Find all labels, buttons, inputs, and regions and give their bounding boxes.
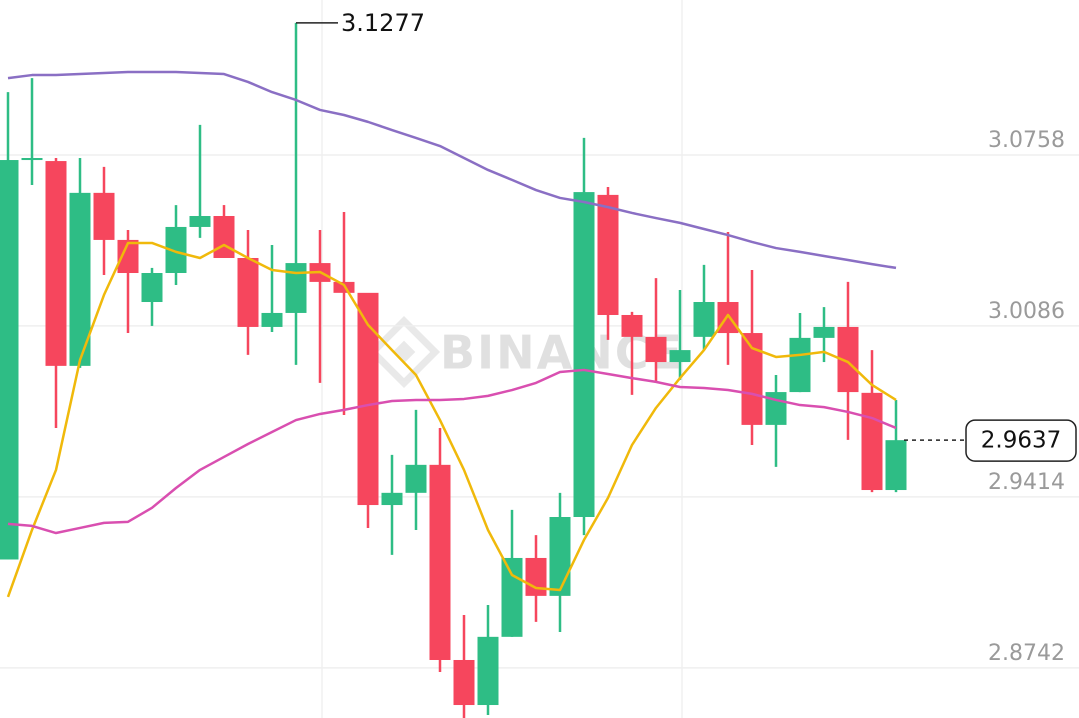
watermark-logo	[367, 315, 441, 389]
candle-body	[429, 464, 451, 660]
candle-body	[141, 273, 163, 303]
candle-body	[0, 160, 19, 560]
candle-body	[165, 226, 187, 274]
candle-body	[645, 336, 667, 363]
max-label: 3.1277	[341, 9, 425, 37]
watermark-shape	[367, 315, 441, 389]
candle-body	[261, 312, 283, 327]
watermark-shape	[392, 340, 416, 364]
candle-body	[357, 292, 379, 506]
candle-body	[477, 636, 499, 706]
candle-body	[45, 161, 67, 366]
last-price-box	[965, 419, 1077, 462]
candle-body	[189, 216, 211, 227]
candle-body	[717, 302, 739, 334]
y-tick-label: 3.0086	[988, 299, 1065, 324]
candle-body	[693, 302, 715, 337]
candle-body	[213, 216, 235, 258]
candle-body	[597, 194, 619, 315]
candle-body	[549, 517, 571, 596]
candle-body	[405, 464, 427, 493]
candle-body	[621, 314, 643, 337]
candle-body	[741, 333, 763, 425]
last-price-label: 2.9637	[981, 428, 1061, 454]
candle-body	[501, 557, 523, 637]
candle-body	[93, 192, 115, 240]
candle-body	[789, 337, 811, 393]
candle-body	[837, 326, 859, 393]
candle-body	[285, 263, 307, 313]
y-tick-label: 3.0758	[988, 128, 1065, 153]
candle-body	[21, 158, 43, 161]
moving-average-line	[6, 241, 897, 598]
candle-body	[669, 350, 691, 363]
moving-average-line	[7, 70, 897, 270]
candle-body	[885, 440, 907, 491]
candle-body	[813, 326, 835, 338]
candle-body	[381, 492, 403, 506]
candle-body	[237, 257, 259, 327]
candle-body	[453, 659, 475, 706]
candle-body	[69, 192, 91, 366]
candle-body	[861, 392, 883, 491]
candle-body	[525, 557, 547, 596]
moving-average-line	[7, 368, 897, 535]
y-tick-label: 2.8742	[988, 641, 1065, 666]
candle-body	[573, 192, 595, 518]
y-tick-label: 2.9414	[988, 470, 1065, 495]
candle-body	[117, 239, 139, 274]
